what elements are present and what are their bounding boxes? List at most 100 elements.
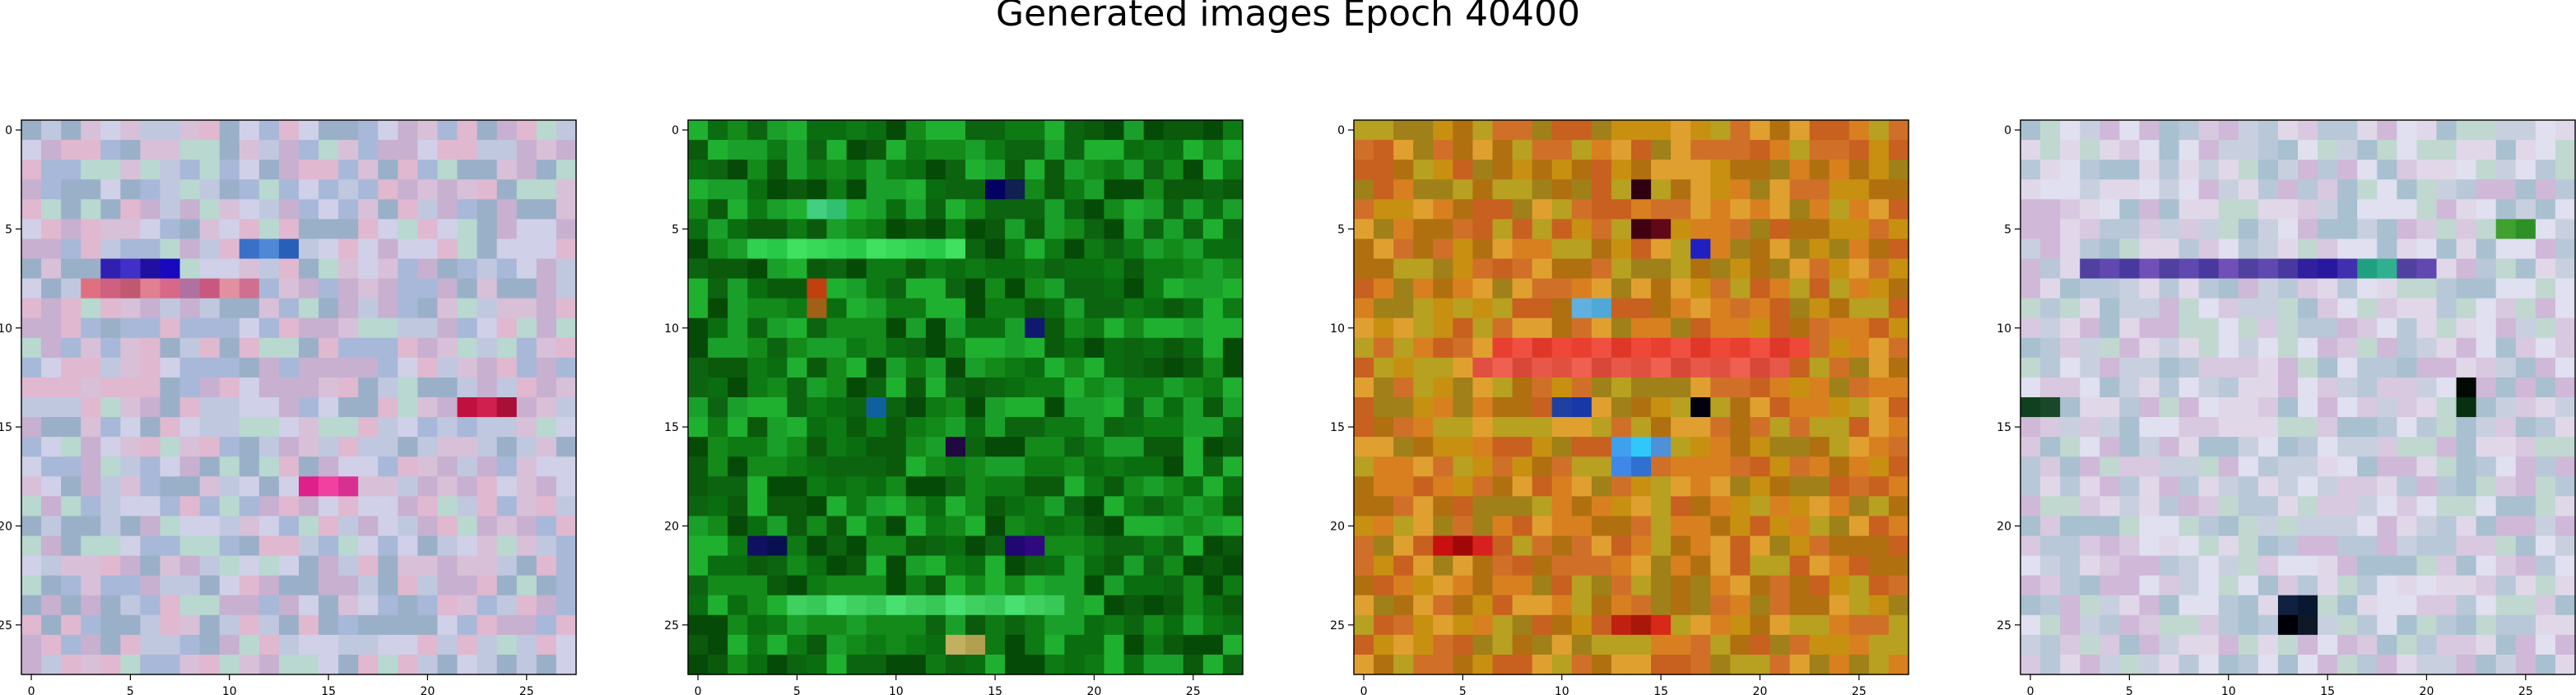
heatmap-cell bbox=[120, 258, 142, 280]
heatmap-cell bbox=[2119, 357, 2141, 378]
heatmap-cell bbox=[1472, 397, 1494, 418]
heatmap-cell bbox=[1104, 496, 1125, 517]
heatmap-cell bbox=[2436, 140, 2457, 160]
heatmap-cell bbox=[2357, 634, 2378, 656]
heatmap-cell bbox=[905, 357, 927, 378]
heatmap-cell bbox=[1084, 476, 1105, 497]
heatmap-cell bbox=[2040, 476, 2061, 497]
heatmap-cell bbox=[1123, 239, 1145, 260]
heatmap-cell bbox=[1631, 337, 1652, 359]
heatmap-cell bbox=[1631, 120, 1652, 141]
heatmap-cell bbox=[1888, 654, 1909, 675]
heatmap-cell bbox=[1730, 258, 1751, 280]
heatmap-cell bbox=[2277, 516, 2299, 537]
heatmap-cell bbox=[945, 555, 966, 577]
heatmap-cell bbox=[985, 377, 1006, 398]
heatmap-cell bbox=[1611, 140, 1632, 160]
heatmap-cell bbox=[2456, 337, 2477, 359]
heatmap-cell bbox=[866, 654, 887, 675]
heatmap-cell bbox=[2139, 357, 2160, 378]
heatmap-cell bbox=[1374, 337, 1394, 359]
heatmap-cell bbox=[2139, 239, 2160, 260]
heatmap-cell bbox=[1393, 317, 1414, 339]
heatmap-cell bbox=[2456, 654, 2477, 675]
heatmap-cell bbox=[2238, 437, 2259, 457]
heatmap-cell bbox=[1789, 575, 1811, 596]
heatmap-cell bbox=[199, 219, 221, 240]
heatmap-cell bbox=[965, 476, 986, 497]
heatmap-cell bbox=[278, 377, 300, 398]
heatmap-cell bbox=[1163, 298, 1184, 319]
heatmap-cell bbox=[1571, 595, 1593, 616]
heatmap-cell bbox=[1888, 476, 1909, 497]
heatmap-cell bbox=[160, 397, 181, 418]
heatmap-cell bbox=[81, 298, 101, 319]
heatmap-cell bbox=[358, 634, 379, 656]
heatmap-cell bbox=[1710, 317, 1731, 339]
x-tick-label: 10 bbox=[2221, 685, 2236, 695]
heatmap-cell bbox=[1750, 595, 1771, 616]
heatmap-cell bbox=[708, 258, 728, 280]
heatmap-cell bbox=[2357, 575, 2378, 596]
heatmap-cell bbox=[2040, 120, 2061, 141]
heatmap-cell bbox=[2040, 555, 2061, 577]
heatmap-cell bbox=[846, 357, 867, 378]
heatmap-cell bbox=[945, 219, 966, 240]
heatmap-cell bbox=[767, 120, 788, 141]
heatmap-cell bbox=[2119, 120, 2141, 141]
heatmap-cell bbox=[866, 179, 887, 200]
heatmap-cell bbox=[2178, 120, 2200, 141]
heatmap-cell bbox=[437, 160, 458, 180]
heatmap-cell bbox=[1671, 634, 1691, 656]
heatmap-cell bbox=[945, 614, 966, 636]
heatmap-cell bbox=[1374, 654, 1394, 675]
heatmap-cell bbox=[866, 437, 887, 457]
heatmap-cell bbox=[2377, 377, 2397, 398]
heatmap-cell bbox=[1453, 298, 1474, 319]
heatmap-cell bbox=[2357, 357, 2378, 378]
heatmap-cell bbox=[2257, 278, 2279, 299]
heatmap-cell bbox=[1222, 437, 1244, 457]
heatmap-cell bbox=[1025, 278, 1045, 299]
heatmap-cell bbox=[2318, 337, 2338, 359]
heatmap-cell bbox=[160, 298, 181, 319]
heatmap-cell bbox=[1492, 535, 1514, 557]
heatmap-cell bbox=[1591, 278, 1612, 299]
heatmap-cell bbox=[1413, 377, 1434, 398]
heatmap-cell bbox=[1532, 337, 1553, 359]
heatmap-cell bbox=[120, 140, 142, 160]
heatmap-cell bbox=[2515, 337, 2536, 359]
heatmap-cell bbox=[2060, 337, 2081, 359]
heatmap-cell bbox=[2139, 140, 2160, 160]
heatmap-cell bbox=[1183, 199, 1204, 220]
heatmap-cell bbox=[945, 199, 966, 220]
heatmap-cell bbox=[2476, 397, 2497, 418]
heatmap-cell bbox=[2436, 535, 2457, 557]
heatmap-cell bbox=[2060, 595, 2081, 616]
heatmap-cell bbox=[1163, 437, 1184, 457]
heatmap-cell bbox=[1888, 614, 1909, 636]
heatmap-cell bbox=[1571, 456, 1593, 477]
heatmap-cell bbox=[905, 417, 927, 438]
heatmap-cell bbox=[536, 397, 557, 418]
heatmap-cell bbox=[2555, 317, 2576, 339]
heatmap-cell bbox=[1789, 357, 1811, 378]
heatmap-cell bbox=[747, 437, 768, 457]
heatmap-cell bbox=[258, 199, 280, 220]
heatmap-cell bbox=[886, 555, 907, 577]
heatmap-cell bbox=[2495, 595, 2517, 616]
heatmap-cell bbox=[2060, 377, 2081, 398]
heatmap-cell bbox=[1571, 278, 1593, 299]
heatmap-cell bbox=[2416, 357, 2438, 378]
heatmap-cell bbox=[1104, 199, 1125, 220]
heatmap-cell bbox=[516, 614, 537, 636]
heatmap-cell bbox=[1571, 476, 1593, 497]
heatmap-cell bbox=[1631, 278, 1652, 299]
heatmap-cell bbox=[417, 634, 439, 656]
heatmap-cell bbox=[1710, 614, 1731, 636]
heatmap-cell bbox=[2495, 317, 2517, 339]
heatmap-cell bbox=[1044, 456, 1065, 477]
heatmap-cell bbox=[496, 219, 518, 240]
heatmap-cell bbox=[2257, 199, 2279, 220]
heatmap-cell bbox=[2298, 595, 2318, 616]
